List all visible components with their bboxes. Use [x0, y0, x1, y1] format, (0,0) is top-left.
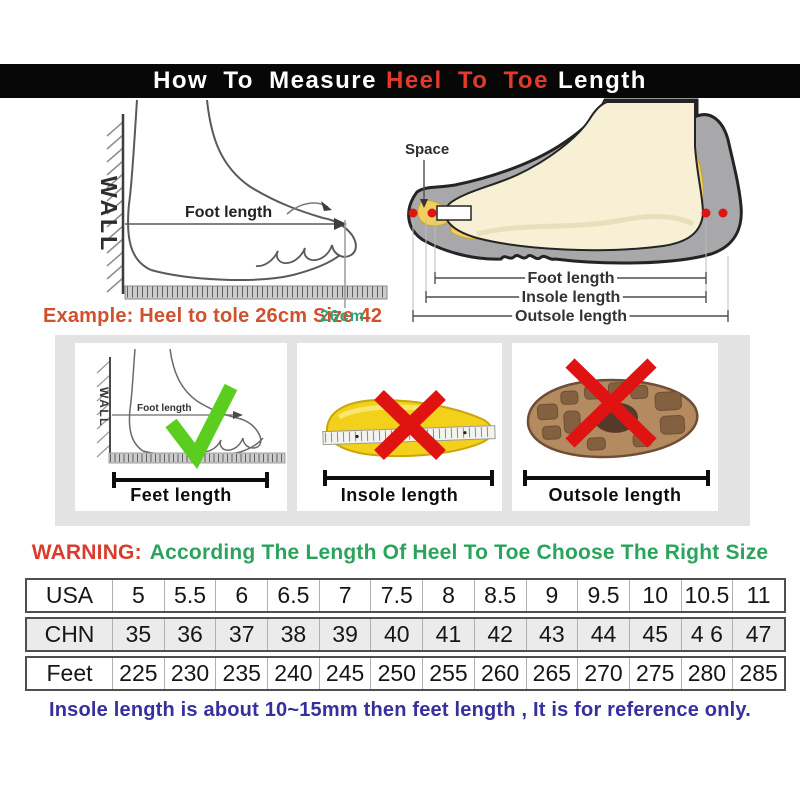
foot-against-wall-diagram: WALL Foot length	[96, 99, 388, 308]
shoe-cross-section-diagram: Space Foot length Insole length Outsole …	[405, 98, 743, 329]
table-cell: 235	[215, 658, 267, 689]
measure-bracket	[112, 472, 269, 488]
table-cell: 240	[267, 658, 319, 689]
space-label: Space	[405, 141, 449, 158]
insole-mini-diagram	[322, 389, 496, 486]
table-cell: 8	[422, 580, 474, 611]
measure-dots	[408, 208, 728, 218]
measure-bracket	[323, 470, 494, 486]
warning-line: WARNING: According The Length Of Heel To …	[0, 541, 800, 565]
table-cell: 265	[525, 658, 578, 689]
table-row-chn: CHN 35 36 37 38 39 40 41 42 43 44 45 4 6 47	[25, 617, 786, 652]
table-cell: 230	[163, 658, 216, 689]
outsole-shape-group	[526, 378, 699, 459]
row-header: USA	[45, 582, 94, 608]
table-cell: 44	[577, 619, 629, 650]
table-cell: 11	[732, 580, 784, 611]
table-cell: 7.5	[370, 580, 422, 611]
foot-outline	[127, 99, 357, 282]
table-cell: 5.5	[163, 580, 216, 611]
table-cell: 5	[112, 580, 164, 611]
table-cell: 37	[215, 619, 267, 650]
table-cell: 6.5	[267, 580, 319, 611]
table-cell: 285	[732, 658, 784, 689]
table-cell: 39	[318, 619, 371, 650]
table-cell: 36	[163, 619, 216, 650]
table-cell: 6	[215, 580, 267, 611]
table-cell: 10	[628, 580, 681, 611]
table-cell: 41	[422, 619, 474, 650]
table-cell: 35	[112, 619, 164, 650]
dimension-guides	[412, 220, 729, 320]
table-cell: 40	[370, 619, 422, 650]
table-cell: 47	[732, 619, 784, 650]
foot-length-label: Foot length	[185, 204, 272, 221]
table-cell: 255	[422, 658, 474, 689]
reference-note: Insole length is about 10~15mm then feet…	[48, 699, 751, 721]
table-cell: 43	[525, 619, 578, 650]
mini-foot-length-label: Foot length	[137, 403, 191, 414]
table-cell: 9	[525, 580, 578, 611]
cross-mark	[565, 358, 657, 448]
title-highlight: Heel To Toe	[385, 67, 549, 94]
table-cell: 38	[267, 619, 319, 650]
feet-length-label: Feet length	[130, 485, 232, 505]
mini-wall-hatching	[96, 360, 111, 458]
table-cell: 225	[112, 658, 164, 689]
table-cell: 280	[680, 658, 733, 689]
table-cell: 275	[628, 658, 681, 689]
table-cell: 42	[473, 619, 526, 650]
table-cell: 4 6	[680, 619, 733, 650]
insole-highlight	[337, 404, 428, 420]
table-cell: 245	[318, 658, 371, 689]
foot-length-arrow	[125, 218, 347, 230]
foot-in-shoe-shape	[444, 101, 705, 252]
ruler-measurement: 26cm	[320, 308, 365, 325]
outsole-length-label: Outsole length	[548, 485, 682, 505]
feet-length-box: WALL Foot length	[75, 343, 287, 511]
mini-wall-label: WALL	[97, 387, 111, 427]
outsole-length-box: Outsole length	[512, 343, 718, 511]
ball-arrow-head	[321, 201, 332, 211]
row-header: CHN	[44, 621, 95, 647]
toe-gap-tab	[436, 205, 472, 221]
methods-band: WALL Foot length	[55, 335, 750, 526]
title-prefix: How To Measure	[153, 67, 377, 94]
table-row-usa: USA 5 5.5 6 6.5 7 7.5 8 8.5 9 9.5 10 10.5 11	[25, 578, 786, 613]
table-cell: 270	[577, 658, 629, 689]
table-cell: 9.5	[577, 580, 629, 611]
cross-mark	[374, 389, 446, 461]
foot-shading	[476, 214, 695, 237]
warning-text: According The Length Of Heel To Toe Choo…	[149, 541, 769, 564]
table-cell: 7	[318, 580, 371, 611]
table-cell: 250	[370, 658, 422, 689]
dim-outsole-length-label: Outsole length	[515, 308, 627, 325]
table-row-feet: Feet 225 230 235 240 245 250 255 260 265 270 275 280…	[25, 656, 786, 691]
warning-label: WARNING:	[31, 541, 142, 564]
title-suffix: Length	[557, 67, 647, 94]
table-cell: 260	[473, 658, 526, 689]
check-mark	[165, 383, 238, 470]
measure-bracket	[523, 470, 710, 486]
space-arrow-head	[420, 199, 428, 208]
dim-insole-length-label: Insole length	[522, 289, 621, 306]
insole-length-label: Insole length	[340, 485, 459, 505]
row-header: Feet	[46, 660, 93, 686]
floor-ruler	[124, 285, 388, 300]
wall-hatching	[106, 121, 124, 293]
dim-foot-length-label: Foot length	[527, 270, 614, 287]
wall-label: WALL	[96, 176, 122, 253]
table-cell: 8.5	[473, 580, 526, 611]
outsole-mini-diagram	[523, 358, 710, 486]
size-table: USA 5 5.5 6 6.5 7 7.5 8 8.5 9 9.5 10 10.5 11 CHN 35 36 37…	[25, 578, 786, 695]
feet-length-mini-diagram: WALL Foot length	[96, 348, 286, 488]
mini-foot-arrow-head	[233, 411, 243, 419]
table-cell: 45	[628, 619, 681, 650]
table-cell: 10.5	[680, 580, 733, 611]
dimension-lines	[412, 272, 729, 322]
insole-length-box: Insole length	[297, 343, 502, 511]
title-bar: How To Measure Heel To Toe Length	[0, 64, 800, 98]
example-text: Example: Heel to tole 26cm Size 42	[43, 305, 383, 327]
